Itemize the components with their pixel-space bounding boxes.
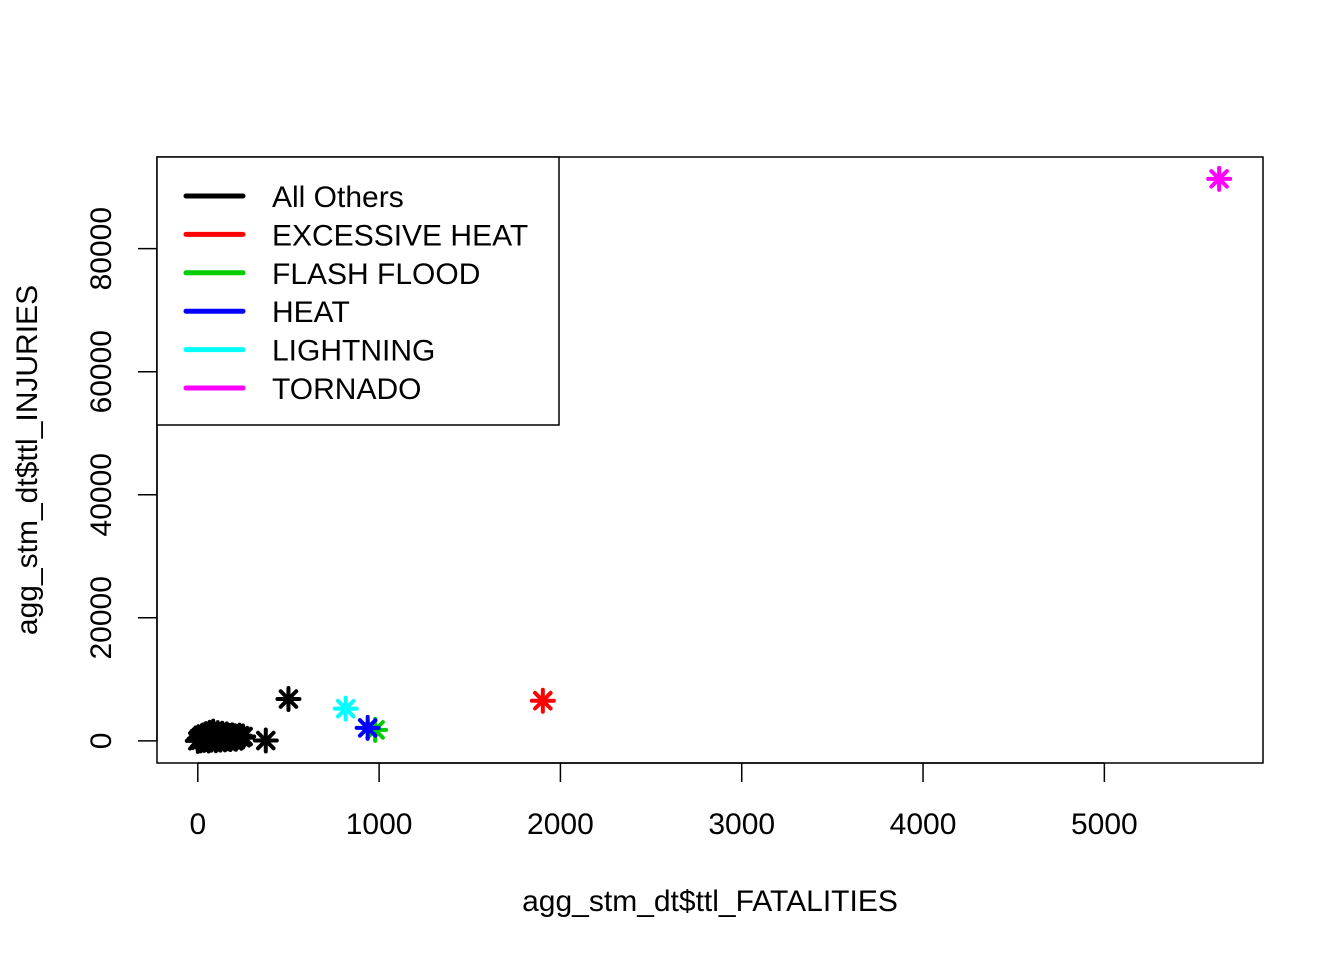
legend: All Others EXCESSIVE HEAT FLASH FLOOD HEAT L…	[156, 156, 560, 426]
series-heat	[354, 714, 381, 741]
legend-item: All Others	[183, 181, 404, 214]
x-tick-label: 1000	[346, 808, 413, 841]
legend-label: All Others	[272, 181, 404, 214]
data-point	[529, 687, 556, 714]
legend-item: FLASH FLOOD	[183, 258, 480, 291]
series-tornado	[1206, 165, 1233, 192]
series-all-others	[184, 686, 302, 754]
data-point	[332, 695, 359, 722]
data-point	[230, 723, 257, 750]
legend-item: HEAT	[183, 296, 350, 329]
y-tick-label: 20000	[85, 576, 118, 659]
y-axis: 0 20000 40000 60000 80000	[85, 207, 158, 750]
data-point	[252, 727, 279, 754]
legend-item: TORNADO	[183, 373, 421, 406]
data-points	[184, 165, 1233, 754]
x-axis: 0 1000 2000 3000 4000 5000	[189, 762, 1138, 841]
legend-box	[156, 156, 560, 426]
x-tick-label: 5000	[1071, 808, 1138, 841]
legend-item: EXCESSIVE HEAT	[183, 219, 528, 252]
series-excessive-heat	[529, 687, 556, 714]
x-tick-label: 3000	[708, 808, 775, 841]
y-tick-label: 80000	[85, 207, 118, 290]
x-axis-label: agg_stm_dt$ttl_FATALITIES	[522, 885, 898, 918]
data-point	[1206, 165, 1233, 192]
legend-label: TORNADO	[272, 373, 421, 406]
x-tick-label: 4000	[890, 808, 957, 841]
y-tick-label: 0	[85, 733, 118, 750]
y-axis-label: agg_stm_dt$ttl_INJURIES	[11, 285, 44, 635]
x-tick-label: 2000	[527, 808, 594, 841]
y-tick-label: 60000	[85, 330, 118, 413]
data-point	[275, 686, 302, 713]
data-point	[354, 714, 381, 741]
x-tick-label: 0	[189, 808, 206, 841]
legend-label: EXCESSIVE HEAT	[272, 219, 528, 252]
y-tick-label: 40000	[85, 453, 118, 536]
series-lightning	[332, 695, 359, 722]
legend-label: FLASH FLOOD	[272, 258, 480, 291]
legend-item: LIGHTNING	[183, 335, 435, 368]
legend-label: HEAT	[272, 296, 350, 329]
legend-label: LIGHTNING	[272, 335, 435, 368]
